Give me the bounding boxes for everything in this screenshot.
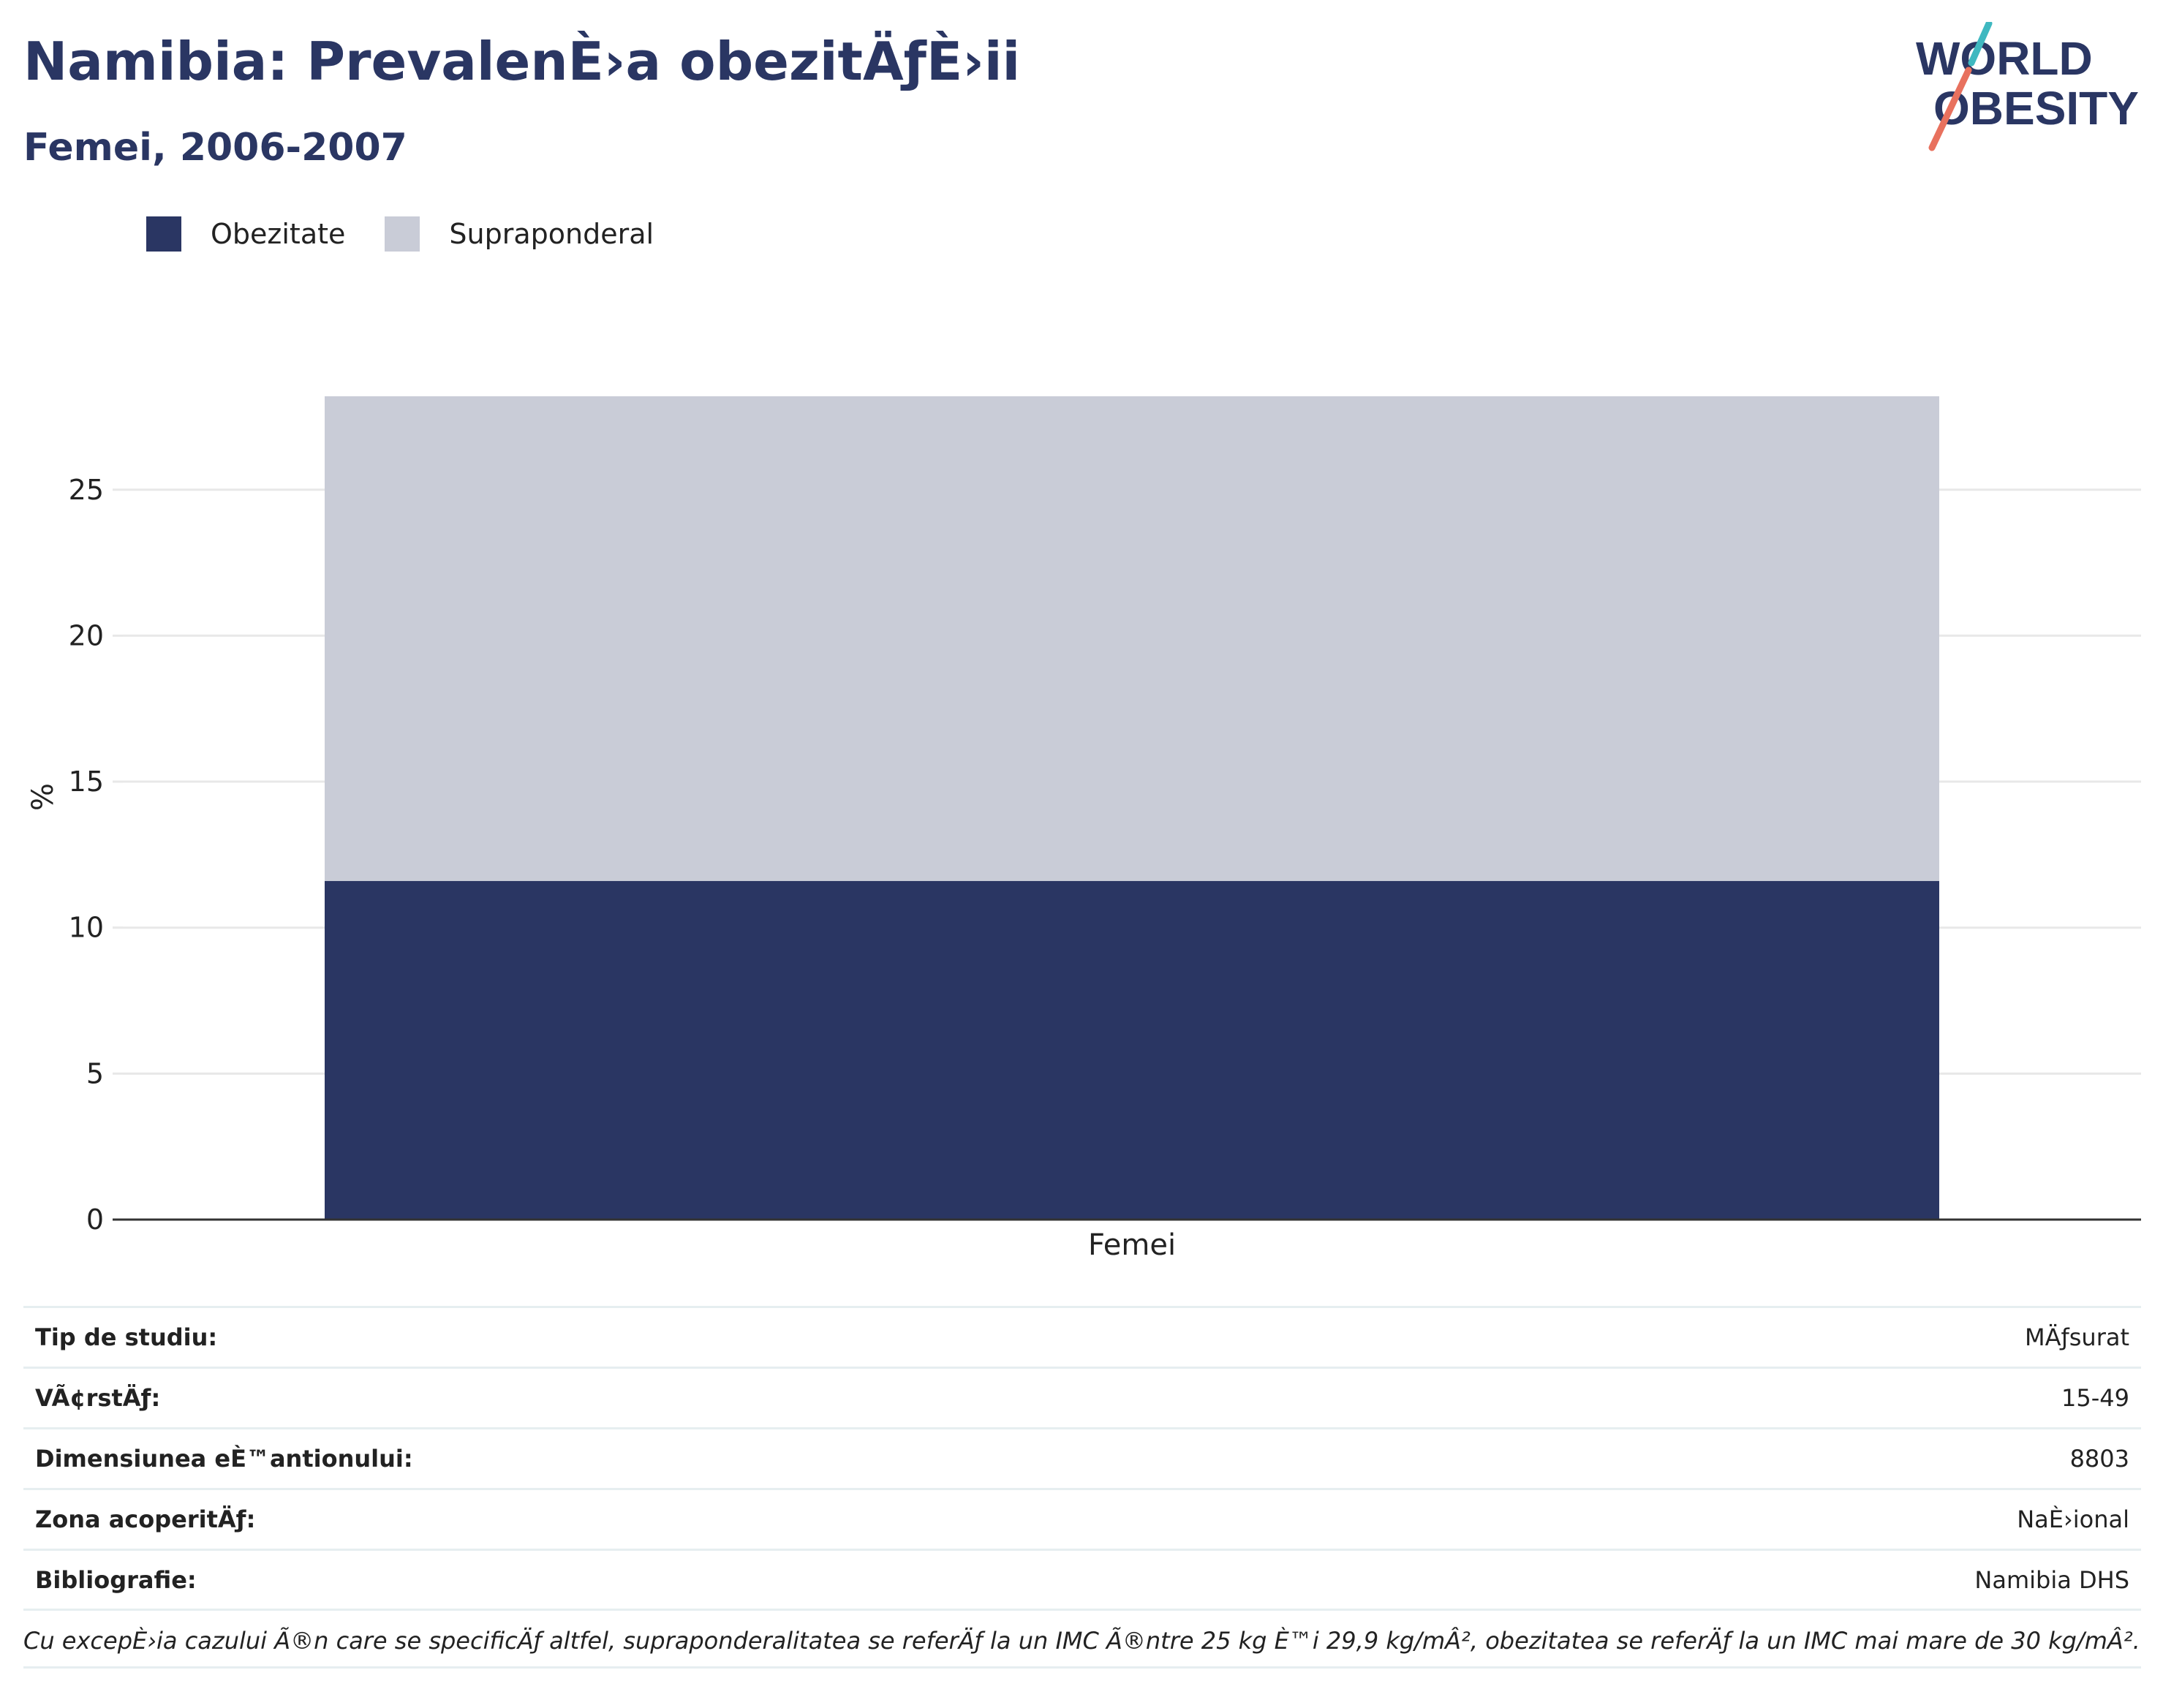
table-row: Tip de studiu: MÄƒsurat — [23, 1306, 2141, 1368]
info-value-bibliography: Namibia DHS — [1490, 1549, 2141, 1609]
table-row: VÃ¢rstÄƒ: 15-49 — [23, 1367, 2141, 1429]
table-row: Bibliografie: Namibia DHS — [23, 1549, 2141, 1609]
page-title: Namibia: PrevalenÈ›a obezitÄƒÈ›ii — [23, 31, 1021, 92]
table-row: Zona acoperitÄƒ: NaÈ›ional — [23, 1488, 2141, 1550]
page-subtitle: Femei, 2006-2007 — [23, 126, 407, 170]
info-key-sample-size: Dimensiunea eÈ™antionului: — [23, 1427, 1490, 1489]
info-key-bibliography: Bibliografie: — [23, 1549, 1490, 1609]
info-value-study-type: MÄƒsurat — [1490, 1306, 2141, 1368]
bar-segment-overweight — [325, 396, 1939, 881]
footnote: Cu excepÈ›ia cazului Ã®n care se specifi… — [23, 1609, 2141, 1669]
y-tick-label: 10 — [69, 912, 104, 944]
y-tick-label: 25 — [69, 474, 104, 506]
logo-text-world: WORLD — [1916, 32, 2093, 85]
table-row: Dimensiunea eÈ™antionului: 8803 — [23, 1427, 2141, 1489]
logo-text-obesity: OBESITY — [1933, 82, 2139, 135]
info-value-age: 15-49 — [1490, 1367, 2141, 1429]
info-value-area: NaÈ›ional — [1490, 1488, 2141, 1550]
logo-teal-stroke — [1968, 22, 1993, 67]
legend-item-obesity[interactable]: Obezitate — [146, 216, 345, 252]
info-key-area: Zona acoperitÄƒ: — [23, 1488, 1490, 1550]
legend-label-obesity: Obezitate — [211, 218, 346, 250]
legend-label-overweight: Supraponderal — [449, 218, 654, 250]
y-tick-label: 15 — [69, 766, 104, 798]
legend-swatch-obesity — [146, 216, 181, 252]
chart-legend: Obezitate Supraponderal — [146, 216, 693, 252]
info-value-sample-size: 8803 — [1490, 1427, 2141, 1489]
stacked-bar-chart: 0 5 10 15 20 25 Femei % — [26, 396, 2141, 1262]
axes: 0 5 10 15 20 25 Femei — [69, 474, 2141, 1262]
y-axis-label: % — [26, 783, 60, 811]
y-tick-label: 0 — [86, 1203, 104, 1236]
legend-swatch-overweight — [385, 216, 420, 252]
y-tick-label: 20 — [69, 619, 104, 651]
y-tick-label: 5 — [86, 1057, 104, 1089]
study-info-table: Tip de studiu: MÄƒsurat VÃ¢rstÄƒ: 15-49 … — [23, 1306, 2141, 1609]
info-key-age: VÃ¢rstÄƒ: — [23, 1367, 1490, 1429]
logo-coral-stroke — [1928, 67, 1972, 151]
bars — [325, 396, 1939, 1220]
info-key-study-type: Tip de studiu: — [23, 1306, 1490, 1368]
legend-item-overweight[interactable]: Supraponderal — [385, 216, 654, 252]
world-obesity-logo: WORLD OBESITY — [1916, 22, 2139, 151]
x-tick-label: Femei — [1088, 1228, 1176, 1262]
bar-segment-obesity — [325, 880, 1939, 1220]
